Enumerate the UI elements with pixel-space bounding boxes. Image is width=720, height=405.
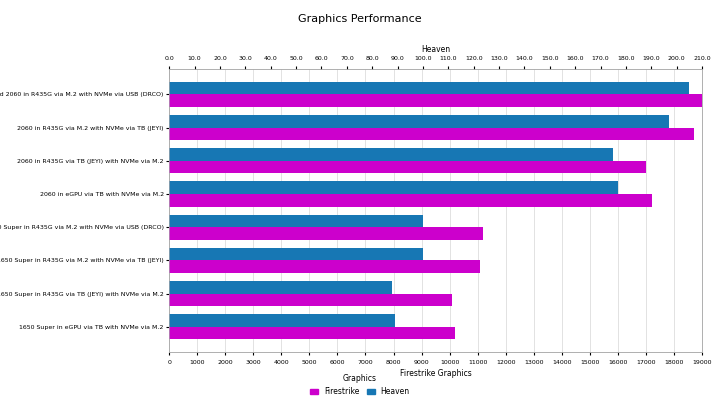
X-axis label: Heaven: Heaven <box>421 45 450 54</box>
Legend: Firestrike, Heaven: Firestrike, Heaven <box>307 371 413 399</box>
Bar <box>169 161 646 173</box>
Bar <box>169 194 652 207</box>
Bar <box>169 82 689 94</box>
Bar <box>169 314 395 327</box>
Bar <box>169 181 618 194</box>
Bar <box>169 260 480 273</box>
Bar <box>169 281 392 294</box>
X-axis label: Firestrike Graphics: Firestrike Graphics <box>400 369 472 378</box>
Bar <box>169 94 708 107</box>
Text: Graphics Performance: Graphics Performance <box>298 14 422 24</box>
Bar <box>169 128 693 140</box>
Bar <box>169 227 483 240</box>
Bar <box>169 294 452 306</box>
Bar <box>169 115 669 128</box>
Bar <box>169 327 455 339</box>
Bar <box>169 148 613 161</box>
Bar <box>169 248 423 260</box>
Bar <box>169 215 423 227</box>
